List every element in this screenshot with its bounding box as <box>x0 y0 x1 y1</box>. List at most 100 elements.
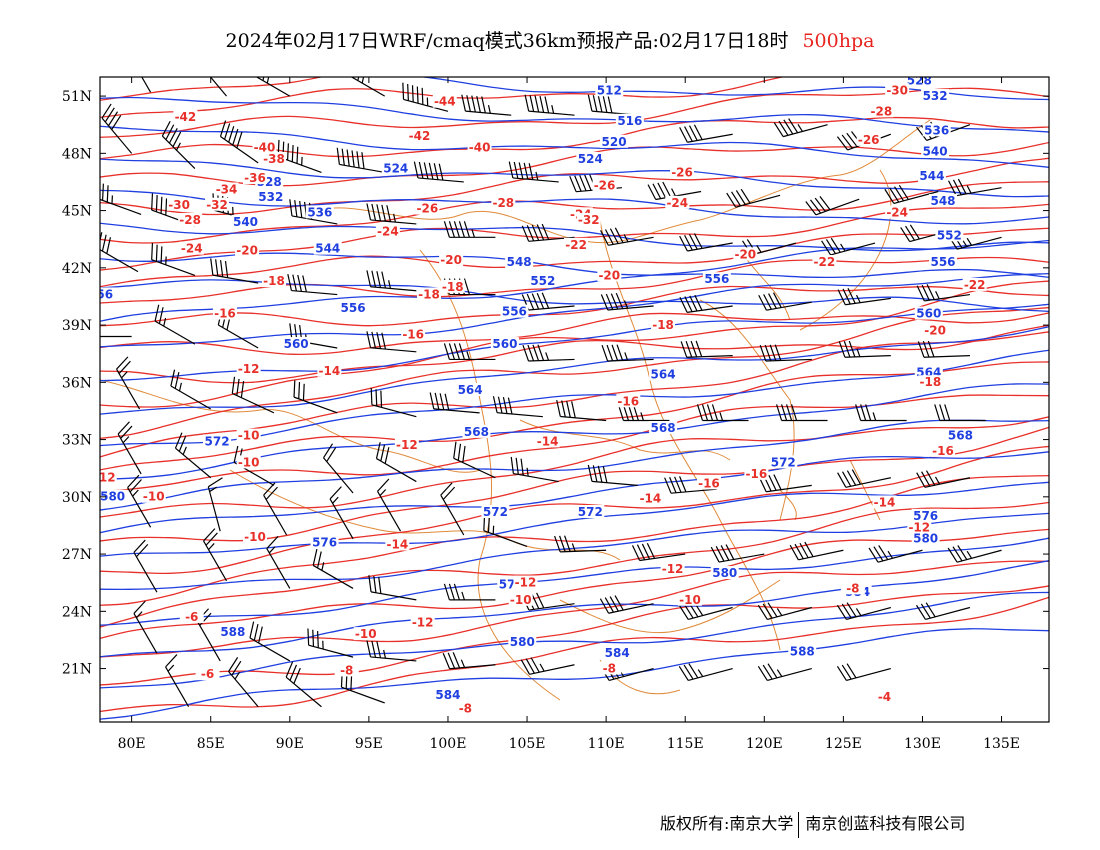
temperature-label-bg <box>214 182 239 196</box>
temperature-label: -26 <box>671 165 693 179</box>
wind-barb <box>948 178 1002 197</box>
height-label: 584 <box>605 646 630 660</box>
temperature-label: -28 <box>179 213 201 227</box>
wind-barb <box>855 404 907 422</box>
temperature-label-bg <box>439 253 464 267</box>
wind-barb <box>600 292 654 311</box>
height-label-bg <box>500 304 529 318</box>
height-label: 580 <box>913 532 938 546</box>
wind-barb <box>101 103 133 154</box>
height-contour <box>100 419 1049 511</box>
temperature-label: -10 <box>238 429 260 443</box>
temperature-contour <box>100 501 1049 628</box>
temperature-labels: -44-42-42-40-38-40-36-34-32-30-28-24 -20-… <box>100 83 987 716</box>
height-label: 580 <box>100 490 125 504</box>
height-label-bg <box>381 161 410 175</box>
wind-barb <box>443 583 496 601</box>
temperature-label: -40 <box>254 141 276 155</box>
height-label: 564 <box>651 368 676 382</box>
temperature-contour <box>100 77 785 119</box>
height-label: 528 <box>907 74 932 88</box>
temperature-label: -8 <box>459 702 472 716</box>
height-label-bg <box>905 77 934 87</box>
wind-barb <box>836 602 891 620</box>
copyright-owner: 版权所有:南京大学 <box>660 814 794 833</box>
wind-barb <box>696 404 749 422</box>
wind-barb <box>508 161 559 183</box>
lon-tick-label: 110E <box>588 736 625 752</box>
temperature-label-bg <box>885 83 910 97</box>
temperature-label-bg <box>179 241 204 255</box>
temperature-contour <box>100 280 1049 408</box>
wind-barb <box>664 476 717 494</box>
height-label: 572 <box>205 434 230 448</box>
height-label-bg <box>769 455 798 469</box>
height-label: 556 <box>704 272 729 286</box>
height-contour <box>100 125 1049 168</box>
wind-barb <box>174 432 212 479</box>
temperature-label: -8 <box>340 663 353 677</box>
wind-barb <box>312 548 354 589</box>
temperature-label-bg <box>205 197 230 211</box>
temperature-label: -10 <box>143 490 165 504</box>
wind-barb <box>758 292 812 311</box>
temperature-label: -16 <box>402 328 424 342</box>
lat-tick-label: 21N <box>62 662 92 678</box>
temperature-label: -36 <box>244 171 266 185</box>
height-label: 580 <box>712 566 737 580</box>
wind-barb <box>773 118 828 138</box>
temperature-label-bg <box>856 132 881 146</box>
height-label: 572 <box>483 505 508 519</box>
height-label: 544 <box>315 242 340 256</box>
temperature-label-bg <box>592 178 617 192</box>
temperature-label: -10 <box>510 593 532 607</box>
wind-barb <box>366 203 417 225</box>
wind-barb <box>679 294 733 313</box>
temperature-label-bg <box>918 375 943 389</box>
temperature-label: -20 <box>598 268 620 282</box>
height-label: 568 <box>464 425 489 439</box>
temperature-label-bg <box>243 171 268 185</box>
wind-barb <box>934 404 986 422</box>
temperature-label-bg <box>564 237 589 251</box>
height-label-bg <box>917 169 946 183</box>
temperature-label: -26 <box>858 133 880 147</box>
temperature-label-bg <box>236 428 261 442</box>
temperature-contour <box>100 256 1049 304</box>
height-label: 560 <box>916 307 941 321</box>
height-label-bg <box>462 424 491 438</box>
height-contour <box>100 591 1049 689</box>
temperature-label-bg <box>597 661 622 675</box>
wind-barb <box>599 595 654 614</box>
lat-tick-label: 30N <box>62 490 92 506</box>
temperature-label-bg <box>812 255 837 269</box>
height-label: 572 <box>578 505 603 519</box>
title-main: 2024年02月17日WRF/cmaq模式36km预报产品:02月17日18时 <box>225 30 789 52</box>
height-label: 524 <box>578 152 603 166</box>
wind-barb <box>209 77 227 97</box>
lat-tick-label: 27N <box>62 547 92 563</box>
wind-barb <box>370 387 417 418</box>
lon-tick-label: 80E <box>118 736 146 752</box>
height-label: 560 <box>284 337 309 351</box>
wind-barb <box>520 657 575 675</box>
height-label: 532 <box>923 89 948 103</box>
temperature-label: -4 <box>878 690 891 704</box>
wind-barb <box>884 185 939 204</box>
height-contour <box>100 537 1049 626</box>
height-label: 568 <box>651 421 676 435</box>
height-label-bg <box>921 144 950 158</box>
lon-tick-label: 100E <box>429 736 466 752</box>
copyright-company: 南京创蓝科技有限公司 <box>805 814 966 833</box>
wind-barb <box>600 227 654 246</box>
lat-tick-label: 42N <box>62 261 92 277</box>
height-label-bg <box>710 566 739 580</box>
wind-barb <box>679 124 733 143</box>
lat-tick-label: 45N <box>62 204 92 220</box>
height-label: 588 <box>790 644 815 658</box>
longitude-axis: 80E 85E 90E 95E 100E 105E 110E 115E 120E 125E 130E… <box>118 77 1020 752</box>
height-label-bg <box>490 337 519 351</box>
wind-barb <box>510 456 559 483</box>
height-label: 564 <box>458 383 483 397</box>
wind-barb <box>601 344 654 362</box>
